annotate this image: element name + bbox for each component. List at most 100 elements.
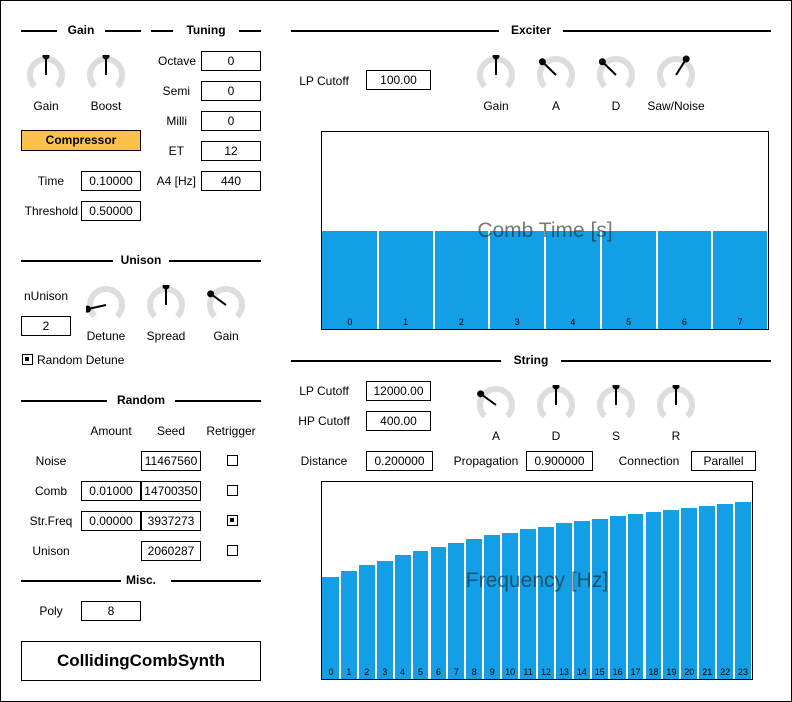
semi-field[interactable]: 0 bbox=[201, 81, 261, 101]
semi-label: Semi bbox=[162, 84, 190, 98]
string-section-header: String bbox=[291, 353, 771, 367]
exciter-gain-knob[interactable] bbox=[476, 55, 516, 95]
connection-select[interactable]: Parallel bbox=[691, 451, 756, 471]
time-field[interactable]: 0.10000 bbox=[81, 171, 141, 191]
exciter-a-knob[interactable] bbox=[536, 55, 576, 95]
boost-knob[interactable] bbox=[86, 55, 126, 95]
random-detune-checkbox[interactable] bbox=[22, 354, 33, 365]
milli-field[interactable]: 0 bbox=[201, 111, 261, 131]
detune-knob[interactable] bbox=[86, 285, 126, 325]
frequency-bar-index-label: 22 bbox=[720, 667, 731, 677]
knob-track bbox=[537, 56, 575, 89]
strfreq-seed-field[interactable]: 3937273 bbox=[141, 511, 201, 531]
knob-graphic bbox=[597, 56, 635, 89]
frequency-bar[interactable] bbox=[340, 570, 357, 679]
knob-track bbox=[597, 56, 635, 89]
comb-time-bar[interactable] bbox=[490, 230, 544, 329]
saw-noise-knob[interactable] bbox=[656, 55, 696, 95]
frequency-bar[interactable] bbox=[681, 507, 698, 679]
frequency-bar[interactable] bbox=[699, 505, 716, 679]
threshold-field[interactable]: 0.50000 bbox=[81, 201, 141, 221]
frequency-bar[interactable] bbox=[645, 511, 662, 679]
frequency-bar[interactable] bbox=[502, 533, 519, 679]
knob-pointer-tip bbox=[102, 55, 110, 60]
string-a-knob[interactable] bbox=[476, 385, 516, 425]
nunison-field[interactable]: 2 bbox=[21, 316, 71, 336]
poly-field[interactable]: 8 bbox=[81, 601, 141, 621]
comb-seed-field[interactable]: 14700350 bbox=[141, 481, 201, 501]
comb-time-bar[interactable] bbox=[322, 230, 377, 329]
et-field[interactable]: 12 bbox=[201, 141, 261, 161]
comb-time-bar[interactable] bbox=[434, 230, 489, 329]
exciter-lp-cutoff-label: LP Cutoff bbox=[299, 74, 349, 88]
comb-time-bar[interactable] bbox=[713, 230, 767, 329]
frequency-bar[interactable] bbox=[591, 519, 608, 679]
gain-knob[interactable] bbox=[26, 55, 66, 95]
noise-retrigger-checkbox[interactable] bbox=[227, 455, 238, 466]
frequency-bar[interactable] bbox=[538, 527, 554, 679]
comb-time-bar[interactable] bbox=[657, 230, 712, 329]
frequency-bar[interactable] bbox=[609, 515, 626, 679]
string-a-knob-label: A bbox=[491, 429, 500, 443]
frequency-bar[interactable] bbox=[412, 550, 429, 679]
frequency-bar-index-label: 16 bbox=[612, 667, 623, 677]
spread-knob[interactable] bbox=[146, 285, 186, 325]
random-row-label: Unison bbox=[32, 544, 70, 558]
frequency-bar[interactable] bbox=[573, 521, 590, 679]
frequency-bar[interactable] bbox=[663, 509, 680, 679]
comb-retrigger-checkbox[interactable] bbox=[227, 485, 238, 496]
frequency-bar[interactable] bbox=[520, 529, 536, 679]
frequency-bar[interactable] bbox=[394, 554, 411, 679]
unison-gain-knob[interactable] bbox=[206, 285, 246, 325]
knob-pointer-tip bbox=[612, 385, 620, 390]
comb-time-bar[interactable] bbox=[601, 230, 656, 329]
frequency-bar[interactable] bbox=[376, 560, 393, 679]
exciter-d-knob-label: D bbox=[611, 99, 621, 113]
nunison-label: nUnison bbox=[24, 289, 69, 303]
unison-seed-field[interactable]: 2060287 bbox=[141, 541, 201, 561]
noise-seed-field[interactable]: 11467560 bbox=[141, 451, 201, 471]
string-d-knob[interactable] bbox=[536, 385, 576, 425]
a4-field[interactable]: 440 bbox=[201, 171, 261, 191]
knob-graphic bbox=[597, 385, 635, 419]
frequency-bar[interactable] bbox=[627, 513, 644, 679]
distance-field[interactable]: 0.200000 bbox=[366, 451, 433, 471]
exciter-a-knob-label: A bbox=[551, 99, 560, 113]
tuning-section-title: Tuning bbox=[186, 23, 226, 37]
compressor-toggle-button[interactable]: Compressor bbox=[21, 130, 141, 151]
frequency-bar[interactable] bbox=[358, 564, 375, 679]
string-lp-cutoff-field[interactable]: 12000.00 bbox=[366, 381, 431, 401]
frequency-bar[interactable] bbox=[322, 576, 339, 679]
comb-time-bar[interactable] bbox=[378, 230, 433, 329]
frequency-bar[interactable] bbox=[430, 547, 447, 679]
spread-knob-label: Spread bbox=[146, 329, 186, 343]
frequency-bar[interactable] bbox=[717, 503, 734, 679]
frequency-bar-index-label: 15 bbox=[594, 667, 605, 677]
frequency-bar[interactable] bbox=[735, 501, 751, 679]
frequency-bar-index-label: 12 bbox=[540, 667, 551, 677]
frequency-bar-index-label: 13 bbox=[558, 667, 569, 677]
frequency-bar[interactable] bbox=[448, 543, 465, 679]
unison-retrigger-checkbox[interactable] bbox=[227, 545, 238, 556]
knob-pointer-tip bbox=[492, 55, 500, 60]
exciter-d-knob[interactable] bbox=[596, 55, 636, 95]
frequency-bar[interactable] bbox=[555, 523, 572, 679]
exciter-section-title: Exciter bbox=[510, 23, 552, 37]
strfreq-retrigger-checkbox[interactable] bbox=[227, 515, 238, 526]
strfreq-amount-field[interactable]: 0.00000 bbox=[81, 511, 141, 531]
octave-field[interactable]: 0 bbox=[201, 51, 261, 71]
propagation-field[interactable]: 0.900000 bbox=[526, 451, 593, 471]
knob-graphic bbox=[87, 55, 125, 89]
string-hp-cutoff-field[interactable]: 400.00 bbox=[366, 411, 431, 431]
frequency-bar[interactable] bbox=[484, 535, 501, 679]
comb-amount-field[interactable]: 0.01000 bbox=[81, 481, 141, 501]
string-r-knob[interactable] bbox=[656, 385, 696, 425]
exciter-lp-cutoff-field[interactable]: 100.00 bbox=[366, 70, 431, 90]
random-section-title: Random bbox=[117, 393, 165, 407]
frequency-bar[interactable] bbox=[466, 539, 483, 679]
string-s-knob[interactable] bbox=[596, 385, 636, 425]
frequency-bar-editor[interactable]: 0 1 2 3 4 5 6 7 8 9 10 11 12 13 14 15 16 17 18 19 20 21 22 23 F… bbox=[321, 481, 753, 680]
comb-time-bar[interactable] bbox=[546, 230, 600, 329]
random-row-label: Str.Freq bbox=[29, 514, 73, 528]
